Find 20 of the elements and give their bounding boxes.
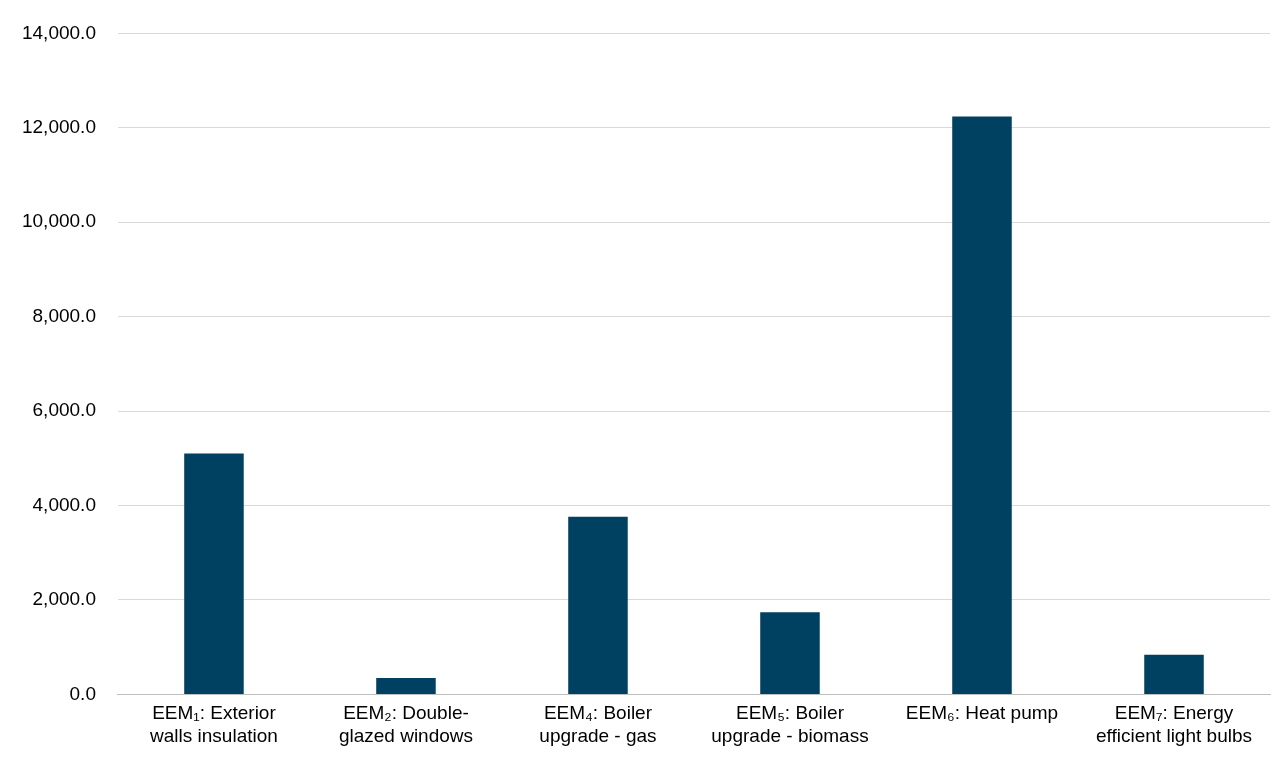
bar: [760, 612, 820, 694]
y-tick-label: 0.0: [69, 682, 96, 704]
y-tick-label: 8,000.0: [32, 304, 96, 326]
y-tick-label: 6,000.0: [32, 399, 96, 421]
x-tick-label: EEM₄: Boiler upgrade - gas: [539, 702, 657, 746]
bar: [1144, 654, 1204, 694]
y-tick-label: 12,000.0: [21, 116, 96, 138]
x-tick-label: EEM₇: Energy efficient light bulbs: [1096, 702, 1252, 746]
x-tick-label: EEM₅: Boiler upgrade - biomass: [711, 702, 869, 746]
y-tick-label: 2,000.0: [32, 588, 96, 610]
x-tick-label: EEM₁: Exterior walls insulation: [149, 702, 278, 746]
y-tick-label: 10,000.0: [21, 210, 96, 232]
bar: [184, 453, 244, 694]
bar: [376, 677, 436, 694]
x-tick-label: EEM₂: Double-glazed windows: [338, 702, 474, 746]
y-tick-label: 4,000.0: [32, 493, 96, 515]
y-tick-label: 14,000.0: [21, 21, 96, 43]
x-tick-label: EEM₆: Heat pump: [905, 702, 1059, 724]
bar: [952, 116, 1012, 694]
bar: [568, 516, 628, 694]
